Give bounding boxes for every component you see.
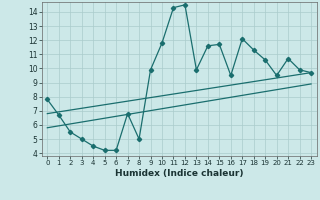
X-axis label: Humidex (Indice chaleur): Humidex (Indice chaleur) xyxy=(115,169,244,178)
